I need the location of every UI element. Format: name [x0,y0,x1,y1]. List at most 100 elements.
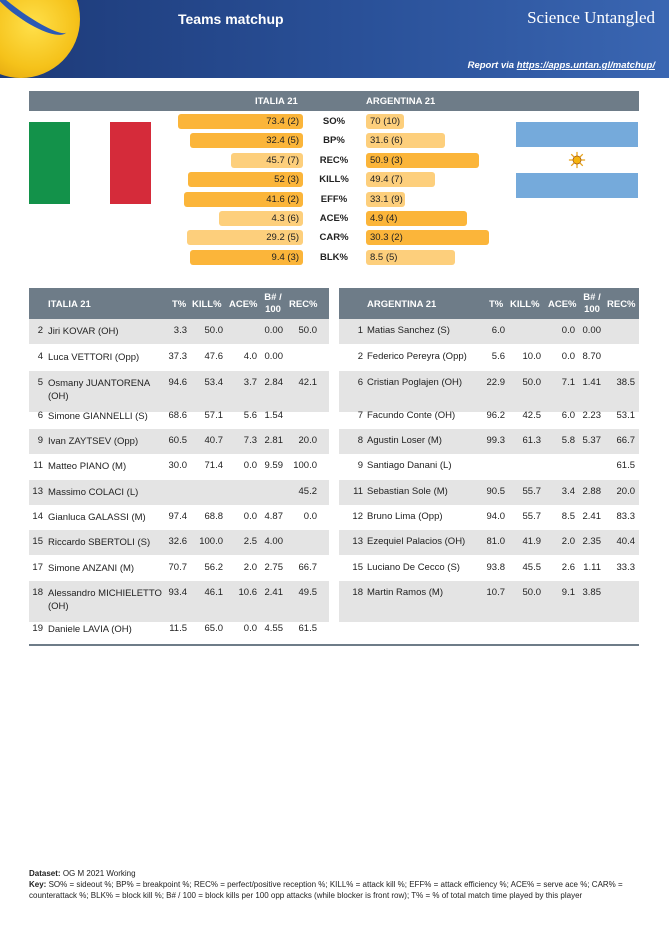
cell-ace-pct: 5.6 [243,410,257,421]
cell-rec-pct: 53.1 [616,410,636,421]
player-first-name: Jiri [48,326,61,337]
brand-logo: Science Untangled [527,8,655,27]
cell-t-pct: 68.6 [168,410,188,421]
player-number: 18 [32,587,43,598]
player-position: (S) [447,562,460,573]
player-last-name: SBERTOLI [88,537,135,548]
cell-t-pct: 70.7 [168,562,188,573]
stat-label: KILL% [319,174,349,186]
right-stat-bar: 49.4 (7) [366,172,435,188]
cell-rec-pct: 40.4 [616,536,636,547]
cell-kill-pct: 68.8 [204,511,224,522]
table-row: 9 Ivan ZAYTSEV (Opp) 60.5 40.7 7.3 2.81 20.0 [29,429,329,454]
cell-block-per-100: 9.59 [264,460,284,471]
player-name: Jiri KOVAR (OH) [48,325,168,338]
dataset-line: Dataset: OG M 2021 Working [29,869,136,878]
cell-block-per-100: 1.41 [582,377,602,388]
table-row: 19 Daniele LAVIA (OH) 11.5 65.0 0.0 4.55 61.5 [29,617,329,642]
italy-team-header: ITALIA 21 [48,299,91,310]
player-last-name: COLACI [88,487,125,498]
cell-ace-pct: 2.0 [561,536,575,547]
table-row: 17 Simone ANZANI (M) 70.7 56.2 2.0 2.75 66.7 [29,556,329,581]
cell-ace-pct: 2.6 [561,562,575,573]
cell-t-pct: 93.8 [486,562,506,573]
player-first-name: Matteo [48,461,78,472]
cell-rec-pct: 42.1 [298,377,318,388]
cell-block-per-100: 2.41 [264,587,284,598]
player-position: (M) [111,461,127,472]
player-name: Martin Ramos (M) [367,587,497,598]
table-row: 6 Cristian Poglajen (OH) 22.9 50.0 7.1 1.41 38… [339,371,639,412]
table-row: 1 Matias Sanchez (S) 6.0 0.0 0.00 [339,319,639,344]
player-last-name: MICHIELETTO [98,588,162,599]
cell-t-pct: 94.0 [486,511,506,522]
cell-t-pct: 11.5 [169,623,187,634]
table-row: 18 Martin Ramos (M) 10.7 50.0 9.1 3.85 [339,581,639,622]
stat-label: REC% [319,154,349,166]
left-stat-bar: 29.2 (5) [187,230,303,246]
player-first-name: Osmany [48,378,84,389]
matchup-right-team: ARGENTINA 21 [366,96,436,107]
col-t-pct: T% [489,299,504,310]
player-name: Ezequiel Palacios (OH) [367,536,497,547]
table-row: 7 Facundo Conte (OH) 96.2 42.5 6.0 2.23 53.1 [339,404,639,429]
report-source: Report via https://apps.untan.gl/matchup… [468,60,655,71]
player-first-name: Simone [48,563,81,574]
cell-block-per-100: 0.00 [582,325,602,336]
player-name: Simone ANZANI (M) [48,562,168,575]
player-full-name: Sebastian Sole [367,486,431,497]
left-stat-bar: 4.3 (6) [219,211,303,226]
cell-kill-pct: 46.1 [204,587,224,598]
player-number: 18 [352,587,363,598]
cell-block-per-100: 0.00 [264,351,284,362]
cell-rec-pct: 20.0 [616,486,636,497]
cell-kill-pct: 10.0 [522,351,542,362]
cell-block-per-100: 2.84 [264,377,284,388]
cell-ace-pct: 0.0 [243,623,257,634]
table-row: 8 Agustin Loser (M) 99.3 61.3 5.8 5.37 66.7 [339,429,639,454]
player-position: (S) [437,325,450,336]
player-position: (OH) [434,410,456,421]
cell-block-per-100: 2.81 [264,435,284,446]
player-number: 4 [37,351,43,362]
player-full-name: Ezequiel Palacios [367,536,442,547]
cell-t-pct: 10.7 [486,587,506,598]
player-first-name: Alessandro [48,588,96,599]
player-name: Santiago Danani (L) [367,460,497,471]
left-stat-bar: 45.7 (7) [231,152,303,168]
table-bottom-rule [29,644,639,646]
cell-rec-pct: 61.5 [616,460,636,471]
player-number: 1 [357,325,363,336]
report-link[interactable]: https://apps.untan.gl/matchup/ [516,60,655,71]
col-rec-pct: REC% [289,299,318,310]
player-last-name: LAVIA [82,624,109,635]
cell-block-per-100: 2.75 [264,562,284,573]
player-number: 17 [32,562,43,573]
player-first-name: Riccardo [48,537,86,548]
player-name: Osmany JUANTORENA (OH) [48,377,168,403]
player-name: Simone GIANNELLI (S) [48,410,168,423]
table-row: 6 Simone GIANNELLI (S) 68.6 57.1 5.6 1.54 [29,404,329,429]
table-row: 11 Matteo PIANO (M) 30.0 71.4 0.0 9.59 100.0 [29,454,329,479]
player-last-name: GALASSI [88,512,129,523]
right-stat-bar: 4.9 (4) [366,211,467,226]
player-name: Matias Sanchez (S) [367,325,497,336]
player-last-name: VETTORI [71,352,113,363]
cell-t-pct: 22.9 [486,377,506,388]
table-row: 15 Riccardo SBERTOLI (S) 32.6 100.0 2.5 4.00 [29,530,329,555]
stat-label: ACE% [319,213,349,224]
footer-notes: Dataset: OG M 2021 Working Key: SO% = si… [29,868,639,901]
cell-kill-pct: 50.0 [204,325,224,336]
cell-kill-pct: 57.1 [204,410,224,421]
cell-t-pct: 3.3 [173,325,187,336]
cell-kill-pct: 50.0 [522,587,542,598]
player-name: Alessandro MICHIELETTO (OH) [48,587,168,613]
cell-kill-pct: 47.6 [204,351,224,362]
matchup-row: 29.2 (5) CAR% 30.3 (2) [0,230,669,246]
left-stat-bar: 32.4 (5) [190,133,303,149]
cell-t-pct: 93.4 [168,587,188,598]
player-number: 2 [357,351,363,362]
cell-ace-pct: 5.8 [561,435,575,446]
cell-ace-pct: 0.0 [561,351,575,362]
player-last-name: JUANTORENA [86,378,150,389]
